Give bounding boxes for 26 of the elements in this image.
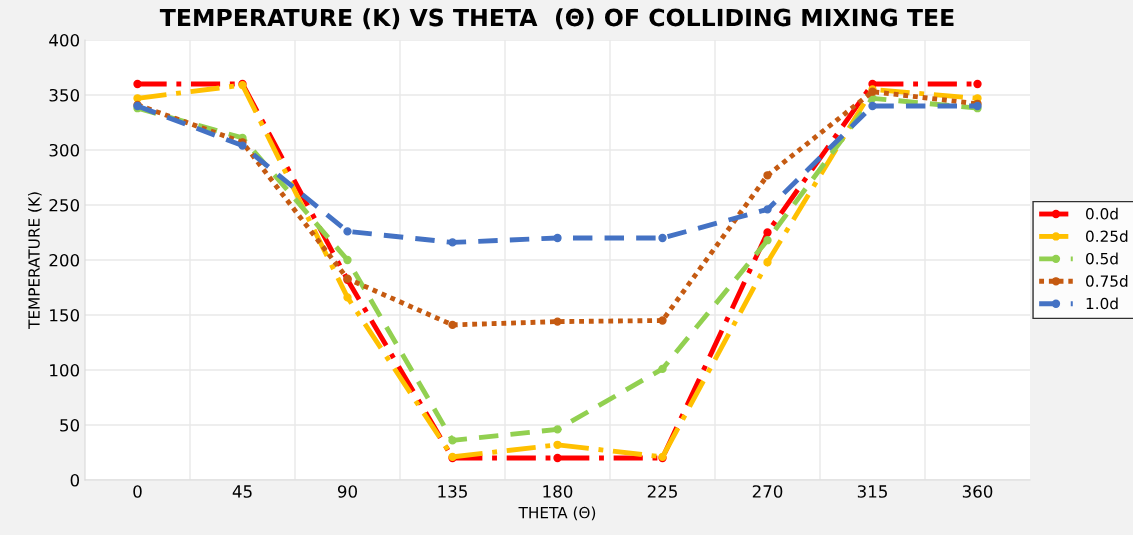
y-tick-label: 400 xyxy=(49,33,80,47)
legend-label: 0.5d xyxy=(1086,252,1118,265)
x-tick-label: 0 xyxy=(133,485,142,498)
y-tick-label: 300 xyxy=(49,143,80,157)
legend-label: 1.0d xyxy=(1086,297,1118,310)
x-axis-title: THETA (Θ) xyxy=(518,506,596,521)
x-tick-label: 90 xyxy=(337,485,357,498)
y-tick-label: 150 xyxy=(50,308,80,322)
x-tick-label: 45 xyxy=(232,485,252,498)
y-tick-label: 200 xyxy=(49,253,80,267)
x-tick-label: 315 xyxy=(857,485,887,498)
y-tick-label: 350 xyxy=(49,88,80,102)
y-tick-label: 100 xyxy=(50,363,80,377)
x-tick-label: 135 xyxy=(438,485,467,498)
legend-label: 0.0d xyxy=(1086,207,1118,220)
x-tick-label: 225 xyxy=(647,485,677,498)
x-tick-label: 180 xyxy=(543,485,573,498)
y-tick-label: 250 xyxy=(49,198,80,212)
y-axis-title: TEMPERATURE (K) xyxy=(28,192,42,329)
y-tick-label: 0 xyxy=(70,473,80,487)
legend-label: 0.75d xyxy=(1086,275,1128,287)
legend-label: 0.25d xyxy=(1086,230,1128,243)
y-tick-label: 50 xyxy=(60,418,80,432)
x-tick-label: 270 xyxy=(752,485,783,498)
chart-title: TEMPERATURE (K) VS THETA (Θ) OF COLLIDING MIXING TEE xyxy=(159,8,954,30)
x-tick-label: 360 xyxy=(962,485,993,498)
